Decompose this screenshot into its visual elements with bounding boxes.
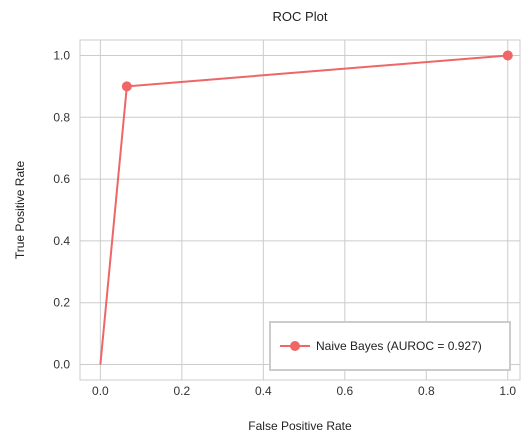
x-tick-label: 1.0 [499,384,516,398]
chart-title: ROC Plot [273,9,328,24]
x-tick-label: 0.4 [255,384,272,398]
series-point [121,81,132,92]
y-tick-label: 0.4 [53,234,70,248]
x-tick-label: 0.6 [336,384,353,398]
x-tick-label: 0.8 [418,384,435,398]
y-tick-label: 0.0 [53,358,70,372]
x-tick-labels: 0.0 0.2 0.4 0.6 0.8 1.0 [92,384,516,398]
legend-marker-swatch [290,341,300,351]
series-layer [99,50,513,365]
series-point [502,50,513,61]
y-tick-label: 0.8 [53,110,70,124]
y-axis-title: True Positive Rate [13,161,27,260]
x-tick-label: 0.0 [92,384,109,398]
x-axis-title: False Positive Rate [248,419,352,433]
legend: Naive Bayes (AUROC = 0.927) [269,321,511,371]
x-tick-label: 0.2 [174,384,191,398]
y-tick-label: 1.0 [53,48,70,62]
y-tick-labels: 0.0 0.2 0.4 0.6 0.8 1.0 [53,48,70,371]
y-tick-label: 0.6 [53,172,70,186]
legend-label: Naive Bayes (AUROC = 0.927) [316,339,482,353]
y-tick-label: 0.2 [53,296,70,310]
